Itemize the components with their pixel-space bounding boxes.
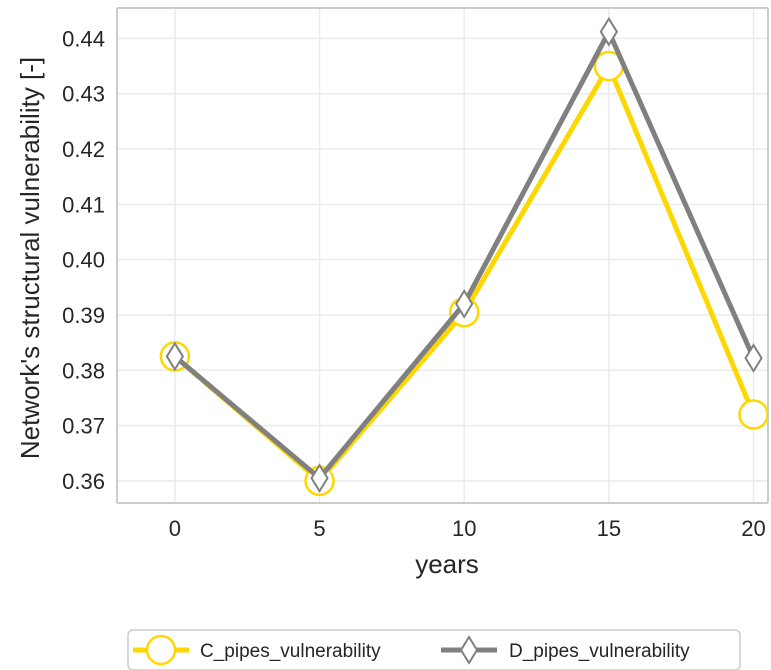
tick-layer: 0 5 10 15 20 0.36 0.37 0.38 0.39 0.40 0.41 0.42 0.43… [62, 26, 766, 541]
x-tick-label: 10 [452, 516, 476, 541]
legend-items: C_pipes_vulnerability D_pipes_vulnerabili… [133, 634, 690, 666]
grid-layer [117, 8, 768, 503]
y-tick-label: 0.42 [62, 137, 105, 162]
series-layer [159, 16, 769, 497]
y-tick-label: 0.41 [62, 192, 105, 217]
diamond-marker-D_pipes_vulnerability [310, 463, 329, 494]
diamond-marker-D_pipes_vulnerability [455, 288, 474, 319]
x-tick-label: 5 [313, 516, 325, 541]
legend-label: C_pipes_vulnerability [200, 641, 381, 662]
y-tick-label: 0.37 [62, 414, 105, 439]
x-tick-label: 15 [597, 516, 621, 541]
legend-marker-C_pipes_vulnerability [145, 634, 177, 666]
circle-marker-C_pipes_vulnerability [738, 399, 769, 430]
y-tick-label: 0.44 [62, 26, 105, 51]
y-tick-label: 0.38 [62, 358, 105, 383]
x-tick-label: 0 [169, 516, 181, 541]
diamond-marker-D_pipes_vulnerability [599, 16, 619, 47]
plot-area-background [117, 8, 768, 503]
legend-marker-D_pipes_vulnerability [459, 635, 479, 665]
y-tick-label: 0.43 [62, 82, 105, 107]
legend-frame [127, 629, 741, 670]
y-axis-label: Network's structural vulnerability [-] [15, 57, 45, 459]
x-axis-label: years [415, 549, 479, 579]
y-tick-label: 0.40 [62, 248, 105, 273]
legend-label: D_pipes_vulnerability [509, 641, 690, 662]
x-tick-label: 20 [741, 516, 765, 541]
y-tick-label: 0.39 [62, 303, 105, 328]
diamond-marker-D_pipes_vulnerability [744, 343, 763, 374]
diamond-marker-D_pipes_vulnerability [165, 341, 185, 372]
y-tick-label: 0.36 [62, 469, 105, 494]
legend: C_pipes_vulnerability D_pipes_vulnerabili… [127, 629, 741, 670]
